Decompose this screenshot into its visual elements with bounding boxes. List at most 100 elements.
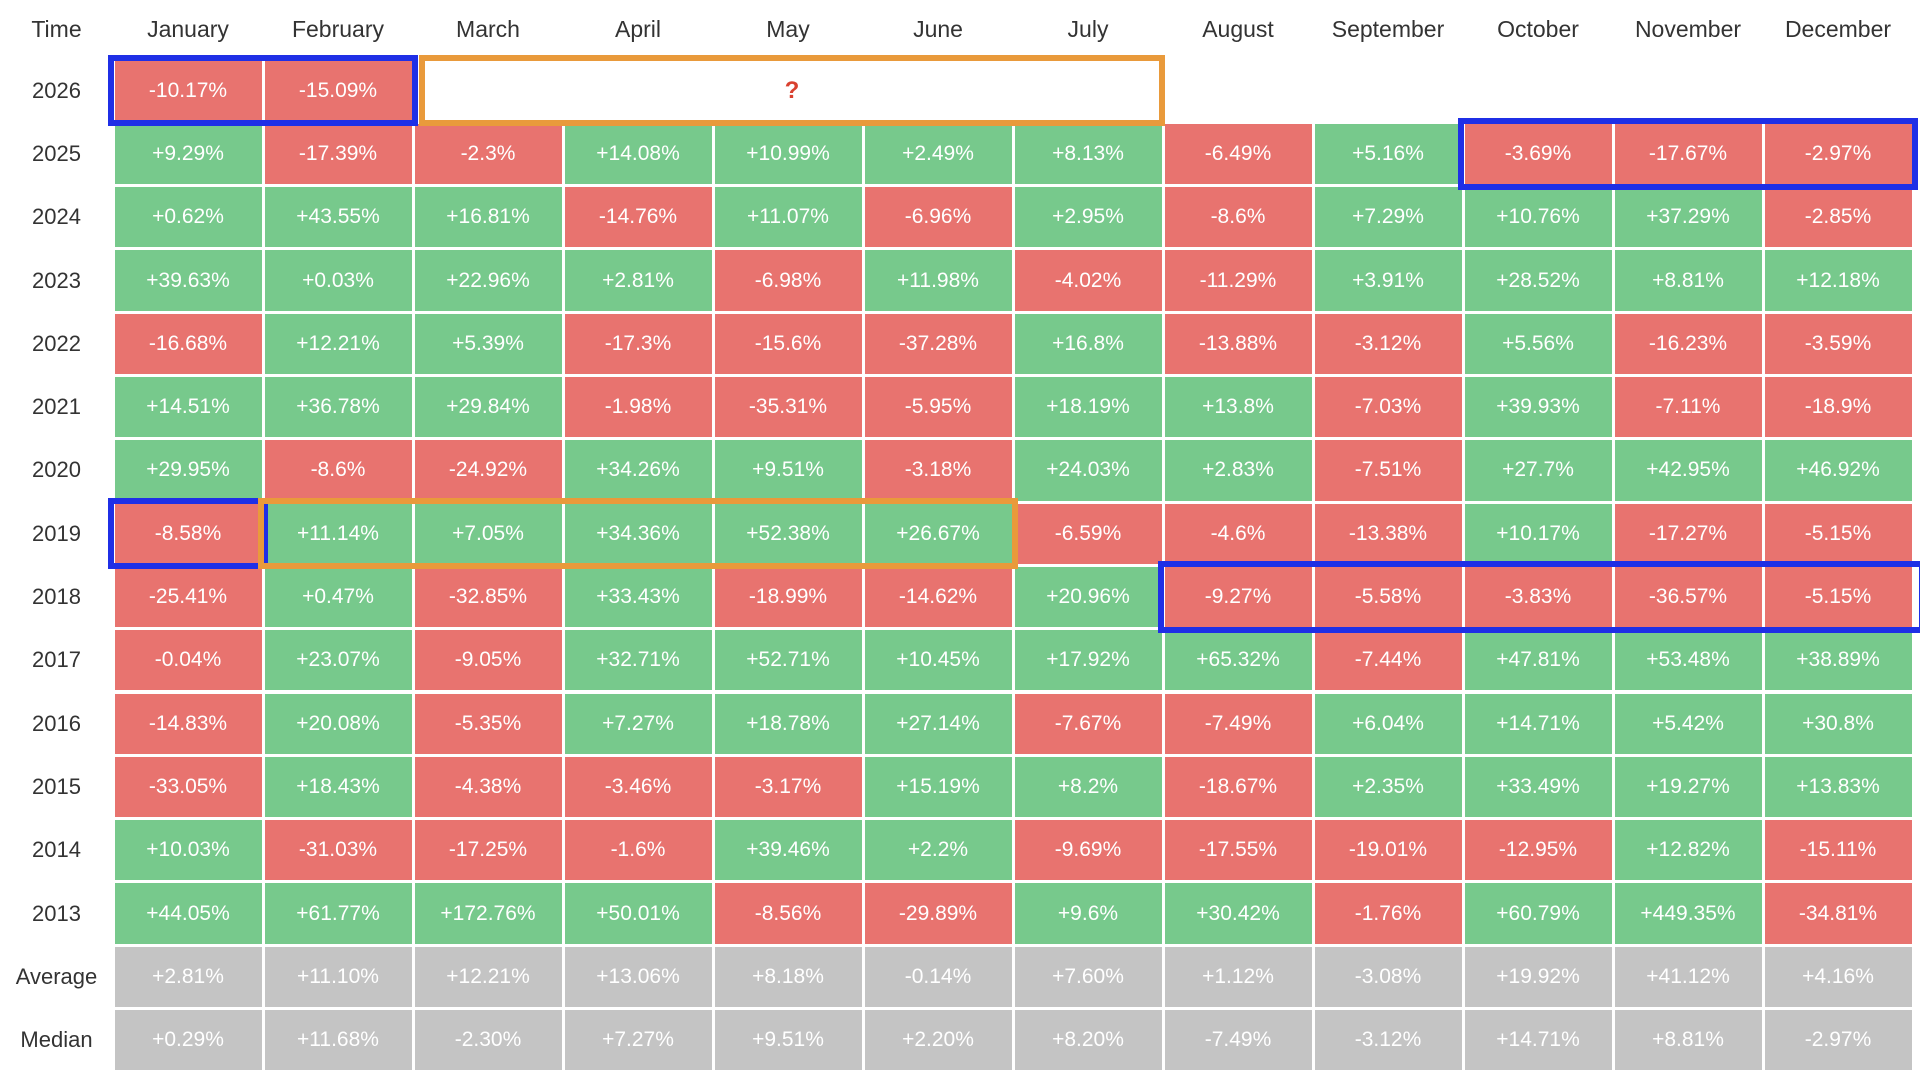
return-cell: -11.29% <box>1164 250 1312 311</box>
row-label: 2021 <box>32 394 81 420</box>
return-cell: +27.7% <box>1464 440 1612 501</box>
return-cell: -17.25% <box>414 820 562 881</box>
return-cell: -25.41% <box>114 566 262 628</box>
return-cell: +172.76% <box>414 883 562 944</box>
return-cell: -17.67% <box>1614 123 1762 185</box>
return-cell: -8.6% <box>1164 187 1312 248</box>
return-cell: +47.81% <box>1464 630 1612 691</box>
return-cell: -5.15% <box>1764 503 1912 564</box>
return-cell: -35.31% <box>714 377 862 438</box>
return-cell: +18.19% <box>1014 377 1162 438</box>
return-cell: +34.26% <box>564 440 712 501</box>
return-cell: +60.79% <box>1464 883 1612 944</box>
return-cell: -9.69% <box>1014 820 1162 881</box>
return-cell: -3.46% <box>564 756 712 818</box>
row-label: 2014 <box>32 837 81 863</box>
return-cell: +10.03% <box>114 820 262 881</box>
return-cell: +32.71% <box>564 630 712 691</box>
return-cell: +52.71% <box>714 630 862 691</box>
return-cell: +19.27% <box>1614 756 1762 818</box>
return-cell: +46.92% <box>1764 440 1912 501</box>
return-cell: +9.29% <box>114 123 262 185</box>
return-cell: -15.09% <box>264 60 412 121</box>
return-cell: -16.23% <box>1614 313 1762 374</box>
return-cell: +65.32% <box>1164 630 1312 691</box>
return-cell: +15.19% <box>864 756 1012 818</box>
return-cell: -36.57% <box>1614 566 1762 628</box>
return-cell: +52.38% <box>714 503 862 564</box>
return-cell: +4.16% <box>1764 946 1912 1007</box>
return-cell: +22.96% <box>414 250 562 311</box>
return-cell: +14.08% <box>564 123 712 185</box>
return-cell: -13.38% <box>1314 503 1462 564</box>
return-cell: -3.17% <box>714 756 862 818</box>
return-cell: +12.82% <box>1614 820 1762 881</box>
return-cell: -19.01% <box>1314 820 1462 881</box>
return-cell: +43.55% <box>264 187 412 248</box>
return-cell: -5.35% <box>414 693 562 754</box>
return-cell: +10.76% <box>1464 187 1612 248</box>
return-cell: -17.55% <box>1164 820 1312 881</box>
return-cell: -3.59% <box>1764 313 1912 374</box>
return-cell: -6.98% <box>714 250 862 311</box>
row-label: Average <box>15 963 98 989</box>
return-cell: +3.91% <box>1314 250 1462 311</box>
return-cell: +7.27% <box>564 1010 712 1071</box>
return-cell: +16.8% <box>1014 313 1162 374</box>
highlight-box <box>1158 561 1920 633</box>
return-cell: +0.03% <box>264 250 412 311</box>
return-cell: -7.44% <box>1314 630 1462 691</box>
return-cell: +8.20% <box>1014 1010 1162 1071</box>
return-cell: +17.92% <box>1014 630 1162 691</box>
return-cell: +61.77% <box>264 883 412 944</box>
return-cell: -3.83% <box>1464 566 1612 628</box>
return-cell: +5.39% <box>414 313 562 374</box>
return-cell: +14.71% <box>1464 693 1612 754</box>
return-cell: +53.48% <box>1614 630 1762 691</box>
return-cell: +41.12% <box>1614 946 1762 1007</box>
row-label: 2022 <box>32 330 81 356</box>
return-cell: +14.51% <box>114 377 262 438</box>
return-cell: +39.93% <box>1464 377 1612 438</box>
row-label: 2024 <box>32 204 81 230</box>
return-cell: +39.63% <box>114 250 262 311</box>
return-cell: +13.8% <box>1164 377 1312 438</box>
annotation: ? <box>784 76 800 104</box>
return-cell: +0.47% <box>264 566 412 628</box>
column-header: January <box>147 16 229 42</box>
return-cell: -9.05% <box>414 630 562 691</box>
return-cell: +20.96% <box>1014 566 1162 628</box>
return-cell: +13.83% <box>1764 756 1912 818</box>
column-header: April <box>614 16 661 42</box>
highlight-box <box>258 498 1018 570</box>
return-cell: -5.15% <box>1764 566 1912 628</box>
row-label: 2016 <box>32 710 81 736</box>
column-header: October <box>1497 16 1579 42</box>
return-cell: +42.95% <box>1614 440 1762 501</box>
return-cell: +10.45% <box>864 630 1012 691</box>
return-cell: +12.21% <box>264 313 412 374</box>
return-cell: -13.88% <box>1164 313 1312 374</box>
return-cell: +27.14% <box>864 693 1012 754</box>
return-cell: +13.06% <box>564 946 712 1007</box>
return-cell: +8.2% <box>1014 756 1162 818</box>
return-cell: -4.6% <box>1164 503 1312 564</box>
return-cell: +0.62% <box>114 187 262 248</box>
return-cell: -6.59% <box>1014 503 1162 564</box>
return-cell: +10.99% <box>714 123 862 185</box>
return-cell: -5.58% <box>1314 566 1462 628</box>
row-label: 2020 <box>32 457 81 483</box>
return-cell: +2.81% <box>564 250 712 311</box>
return-cell: +10.17% <box>1464 503 1612 564</box>
return-cell: +37.29% <box>1614 187 1762 248</box>
return-cell: +50.01% <box>564 883 712 944</box>
return-cell: -29.89% <box>864 883 1012 944</box>
return-cell: +11.14% <box>264 503 412 564</box>
return-cell: +38.89% <box>1764 630 1912 691</box>
return-cell: +14.71% <box>1464 1010 1612 1071</box>
column-header: February <box>291 16 385 42</box>
return-cell: +11.98% <box>864 250 1012 311</box>
row-label: 2017 <box>32 647 81 673</box>
return-cell: +29.95% <box>114 440 262 501</box>
